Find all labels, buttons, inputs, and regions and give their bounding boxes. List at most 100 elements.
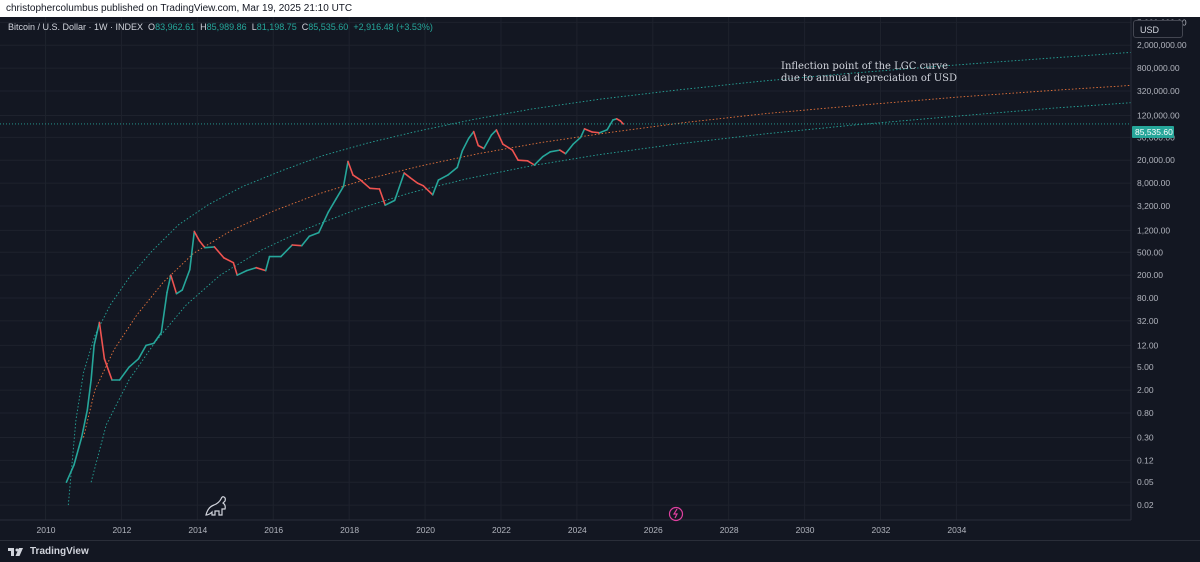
footer-brand: TradingView	[30, 546, 89, 557]
price-segment	[300, 235, 311, 247]
publisher-header: christophercolumbus published on Trading…	[0, 0, 1200, 17]
dinosaur-icon[interactable]	[205, 496, 226, 516]
price-segment	[347, 160, 354, 176]
price-segment	[369, 187, 381, 190]
price-segment	[213, 246, 225, 259]
y-tick-label: 5.00	[1137, 362, 1154, 372]
price-segment	[409, 176, 419, 184]
price-segment	[352, 174, 362, 181]
low-value: 81,198.75	[256, 22, 297, 32]
tradingview-footer: TradingView	[0, 540, 1200, 562]
y-tick-label: 2,000,000.00	[1137, 40, 1187, 50]
x-tick-label: 2012	[112, 525, 131, 535]
y-tick-label: 0.30	[1137, 432, 1154, 442]
y-tick-label: 800,000.00	[1137, 63, 1180, 73]
y-tick-label: 0.12	[1137, 455, 1154, 465]
y-tick-label: 500.00	[1137, 247, 1163, 257]
price-segment	[245, 266, 258, 272]
price-segment	[335, 185, 345, 200]
price-segment	[145, 342, 155, 347]
last-price-tag-bg	[1132, 126, 1174, 138]
price-segment	[65, 464, 75, 484]
open-label: O	[148, 22, 156, 32]
x-tick-label: 2034	[947, 525, 966, 535]
price-segment	[579, 128, 586, 139]
x-tick-label: 2022	[492, 525, 511, 535]
price-segment	[255, 266, 267, 272]
bands-layer	[67, 51, 1132, 506]
chart-area[interactable]: 0.02 0.05 0.12 0.30 0.80 2.00 5.00 12.00 32.00 80…	[0, 17, 1200, 540]
price-segment	[558, 149, 567, 155]
price-segment	[619, 120, 625, 125]
tradingview-logo-icon	[8, 547, 23, 556]
price-segment	[198, 239, 206, 249]
y-tick-label: 200.00	[1137, 270, 1163, 280]
price-segment	[446, 166, 459, 176]
price-segment	[437, 174, 449, 181]
price-segment	[477, 144, 485, 150]
price-segment	[308, 231, 320, 238]
price-segment	[73, 436, 83, 466]
price-segment	[98, 321, 106, 360]
price-segment	[93, 321, 101, 347]
price-chart[interactable]: 0.02 0.05 0.12 0.30 0.80 2.00 5.00 12.00 32.00 80…	[0, 17, 1200, 540]
price-segment	[204, 246, 216, 249]
close-label: C	[301, 22, 309, 32]
price-segment	[422, 184, 434, 196]
price-segment	[461, 137, 470, 152]
price-segment	[86, 379, 92, 411]
price-segment	[403, 172, 411, 179]
annotation-line-2: due to annual depreciation of USD	[781, 73, 957, 84]
close-value: 85,535.60	[308, 22, 349, 32]
currency-button[interactable]: USD	[1133, 20, 1183, 38]
price-series	[65, 118, 625, 484]
price-segment	[317, 211, 330, 234]
price-segment	[378, 188, 387, 206]
price-segment	[170, 274, 178, 295]
x-tick-label: 2010	[37, 525, 56, 535]
price-segment	[606, 119, 614, 131]
price-segment	[549, 149, 561, 153]
price-segment	[160, 291, 168, 334]
price-segment	[502, 143, 514, 151]
price-segment	[416, 182, 425, 187]
high-value: 85,989.86	[206, 22, 247, 32]
x-tick-label: 2030	[796, 525, 815, 535]
y-tick-label: 32.00	[1137, 316, 1159, 326]
y-tick-label: 80.00	[1137, 293, 1159, 303]
y-tick-label: 0.05	[1137, 477, 1154, 487]
y-tick-label: 12.00	[1137, 340, 1159, 350]
time-axis[interactable]: 2010 2012 2014 2016 2018 2020 2022 2024 2026 2028…	[37, 525, 967, 535]
y-tick-label: 0.80	[1137, 408, 1154, 418]
price-segment	[431, 179, 440, 196]
y-tick-label: 320,000.00	[1137, 86, 1180, 96]
price-segment	[467, 130, 475, 140]
price-segment	[572, 136, 582, 145]
x-tick-label: 2014	[188, 525, 207, 535]
x-tick-label: 2016	[264, 525, 283, 535]
annotation-line-1: Inflection point of the LGC curve	[781, 61, 948, 72]
y-tick-label: 2.00	[1137, 385, 1154, 395]
price-segment	[495, 129, 504, 145]
price-segment	[152, 331, 163, 345]
price-segment	[90, 344, 95, 381]
price-segment	[384, 199, 396, 206]
symbol-name: Bitcoin / U.S. Dollar · 1W · INDEX	[8, 22, 144, 32]
middle-band-line	[83, 84, 1132, 438]
price-segment	[80, 409, 89, 439]
y-tick-label: 8,000.00	[1137, 178, 1170, 188]
y-tick-label: 1,200.00	[1137, 225, 1170, 235]
x-tick-label: 2032	[872, 525, 891, 535]
price-segment	[166, 274, 172, 294]
price-segment	[490, 129, 498, 136]
x-tick-label: 2020	[416, 525, 435, 535]
price-segment	[181, 268, 191, 291]
price-segment	[591, 131, 601, 134]
price-segment	[541, 151, 552, 158]
x-tick-label: 2028	[720, 525, 739, 535]
price-segment	[483, 134, 493, 150]
lightning-icon[interactable]	[668, 506, 684, 522]
open-value: 83,962.61	[155, 22, 196, 32]
y-tick-label: 0.02	[1137, 500, 1154, 510]
change-value: +2,916.48 (+3.53%)	[353, 22, 433, 32]
